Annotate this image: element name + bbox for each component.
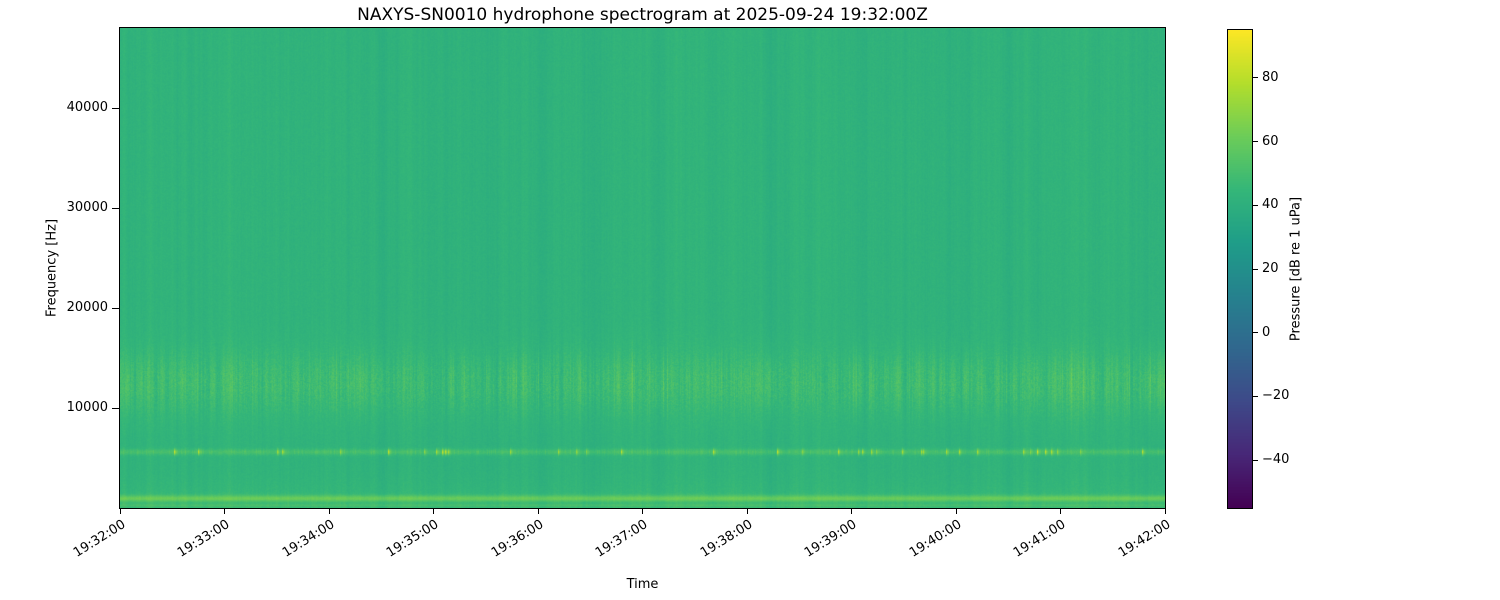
x-tick-label: 19:32:00 <box>70 517 128 561</box>
colorbar-gradient <box>1228 30 1252 508</box>
colorbar-tick-mark <box>1252 395 1258 397</box>
y-tick-mark <box>112 107 119 109</box>
colorbar-tick-label: 80 <box>1262 69 1279 85</box>
plot-area <box>119 27 1166 509</box>
x-tick-label: 19:36:00 <box>488 517 546 561</box>
colorbar-tick-mark <box>1252 141 1258 143</box>
y-tick-mark <box>112 307 119 309</box>
x-tick-label: 19:41:00 <box>1010 517 1069 561</box>
colorbar-tick-label: 0 <box>1262 324 1271 340</box>
x-tick-label: 19:35:00 <box>383 517 442 561</box>
chart-title: NAXYS-SN0010 hydrophone spectrogram at 2… <box>357 5 928 25</box>
x-tick-mark <box>328 508 330 514</box>
colorbar-tick-mark <box>1252 204 1258 206</box>
x-tick-mark <box>955 508 957 514</box>
x-tick-label: 19:42:00 <box>1115 517 1173 561</box>
colorbar <box>1227 29 1253 509</box>
x-tick-label: 19:33:00 <box>174 517 233 561</box>
y-tick-mark <box>112 207 119 209</box>
x-tick-label: 19:40:00 <box>906 517 964 561</box>
x-tick-label: 19:34:00 <box>279 517 337 561</box>
x-tick-mark <box>537 508 539 514</box>
x-tick-mark <box>851 508 852 514</box>
y-tick-label: 40000 <box>66 100 108 115</box>
x-tick-label: 19:38:00 <box>697 517 755 561</box>
colorbar-tick-label: −40 <box>1262 452 1290 468</box>
colorbar-tick-mark <box>1252 332 1258 334</box>
x-axis-label: Time <box>626 577 659 592</box>
x-tick-mark <box>1164 508 1166 514</box>
colorbar-label: Pressure [dB re 1 uPa] <box>1288 196 1304 342</box>
y-tick-label: 20000 <box>66 300 108 315</box>
x-tick-mark <box>642 508 643 514</box>
y-tick-label: 10000 <box>66 400 108 415</box>
colorbar-tick-mark <box>1252 77 1258 79</box>
colorbar-tick-label: 60 <box>1262 133 1279 149</box>
spectrogram-image <box>120 28 1165 508</box>
y-tick-label: 30000 <box>66 200 108 215</box>
x-tick-mark <box>224 508 225 514</box>
x-tick-label: 19:37:00 <box>592 517 651 561</box>
x-tick-mark <box>433 508 434 514</box>
colorbar-tick-mark <box>1252 268 1258 270</box>
colorbar-tick-label: −20 <box>1262 388 1290 404</box>
x-tick-mark <box>746 508 748 514</box>
x-tick-mark <box>119 508 121 514</box>
x-tick-mark <box>1060 508 1061 514</box>
x-tick-label: 19:39:00 <box>801 517 860 561</box>
colorbar-tick-label: 20 <box>1262 261 1279 276</box>
colorbar-tick-mark <box>1252 459 1258 461</box>
y-tick-mark <box>112 407 119 409</box>
colorbar-tick-label: 40 <box>1262 197 1279 213</box>
